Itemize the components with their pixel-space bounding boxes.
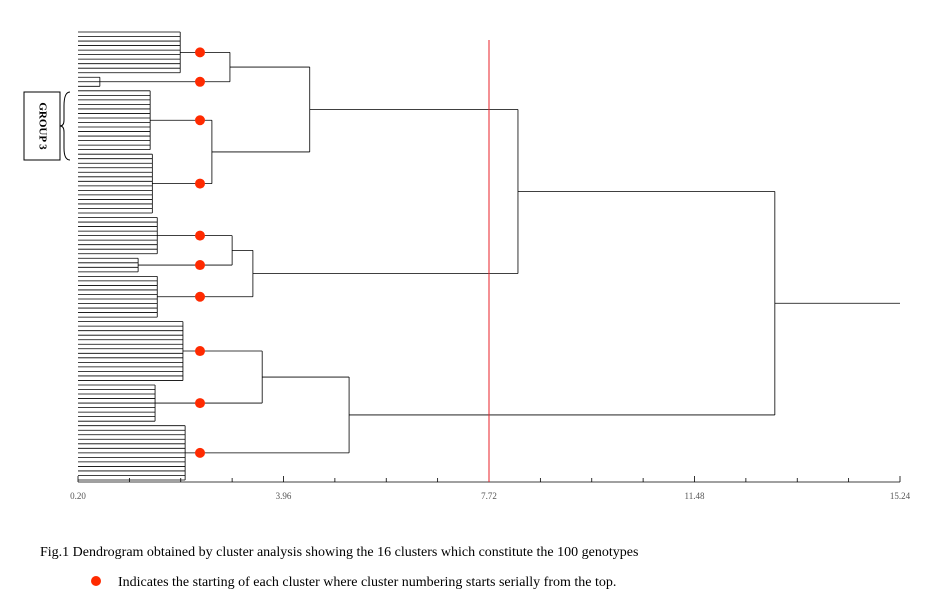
x-tick-label: 0.20 (70, 491, 86, 501)
legend-marker (91, 576, 101, 586)
cluster-marker (195, 47, 205, 58)
x-tick-label: 11.48 (685, 491, 705, 501)
cluster-marker (195, 346, 205, 357)
group-label: GROUP 3 (36, 102, 48, 150)
cluster-marker (195, 447, 205, 458)
caption: Fig.1 Dendrogram obtained by cluster ana… (40, 545, 638, 560)
legend-text: Indicates the starting of each cluster w… (118, 575, 616, 590)
x-tick-label: 15.24 (890, 491, 911, 501)
cluster-marker (195, 230, 205, 241)
cluster-marker (195, 178, 205, 189)
x-tick-label: 7.72 (481, 491, 497, 501)
cluster-marker (195, 291, 205, 302)
cluster-marker (195, 115, 205, 126)
cluster-marker (195, 398, 205, 409)
group-brace (59, 91, 71, 161)
x-tick-label: 3.96 (276, 491, 292, 501)
cluster-marker (195, 260, 205, 271)
cluster-marker (195, 76, 205, 87)
